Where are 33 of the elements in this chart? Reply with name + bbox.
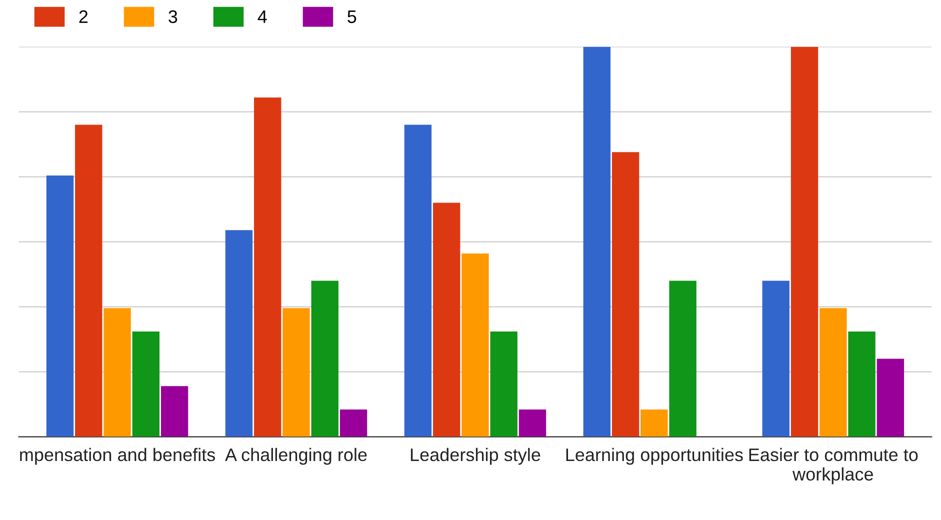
x-tick-label: Leadership style bbox=[410, 448, 540, 465]
bar bbox=[518, 410, 546, 437]
bar bbox=[876, 358, 904, 437]
bar bbox=[790, 46, 818, 437]
bar bbox=[311, 280, 338, 437]
bar bbox=[340, 410, 368, 437]
bar bbox=[46, 176, 74, 437]
bar bbox=[820, 308, 847, 437]
x-tick-label: mpensation and benefits bbox=[20, 448, 215, 465]
legend-label: 5 bbox=[348, 10, 356, 24]
bar bbox=[612, 152, 640, 437]
bar bbox=[462, 254, 489, 437]
bar bbox=[225, 230, 253, 437]
bar bbox=[762, 280, 790, 437]
bar bbox=[490, 332, 518, 437]
x-tick-label: Easier to commute to workplace bbox=[749, 448, 918, 484]
bar bbox=[640, 410, 668, 437]
bar bbox=[583, 46, 611, 437]
legend-label: 2 bbox=[79, 10, 88, 23]
bar bbox=[75, 124, 102, 437]
legend-label: 3 bbox=[168, 10, 178, 24]
bar bbox=[132, 332, 160, 437]
bar bbox=[254, 98, 282, 437]
bar bbox=[160, 386, 188, 437]
x-tick-label: A challenging role bbox=[225, 448, 367, 465]
bar bbox=[104, 308, 131, 437]
bar bbox=[404, 124, 432, 437]
bar bbox=[282, 308, 310, 437]
legend-label: 4 bbox=[258, 10, 267, 23]
bar bbox=[848, 332, 876, 437]
bar bbox=[669, 280, 696, 437]
x-tick-label: Learning opportunities bbox=[566, 448, 743, 465]
bar bbox=[432, 202, 460, 437]
